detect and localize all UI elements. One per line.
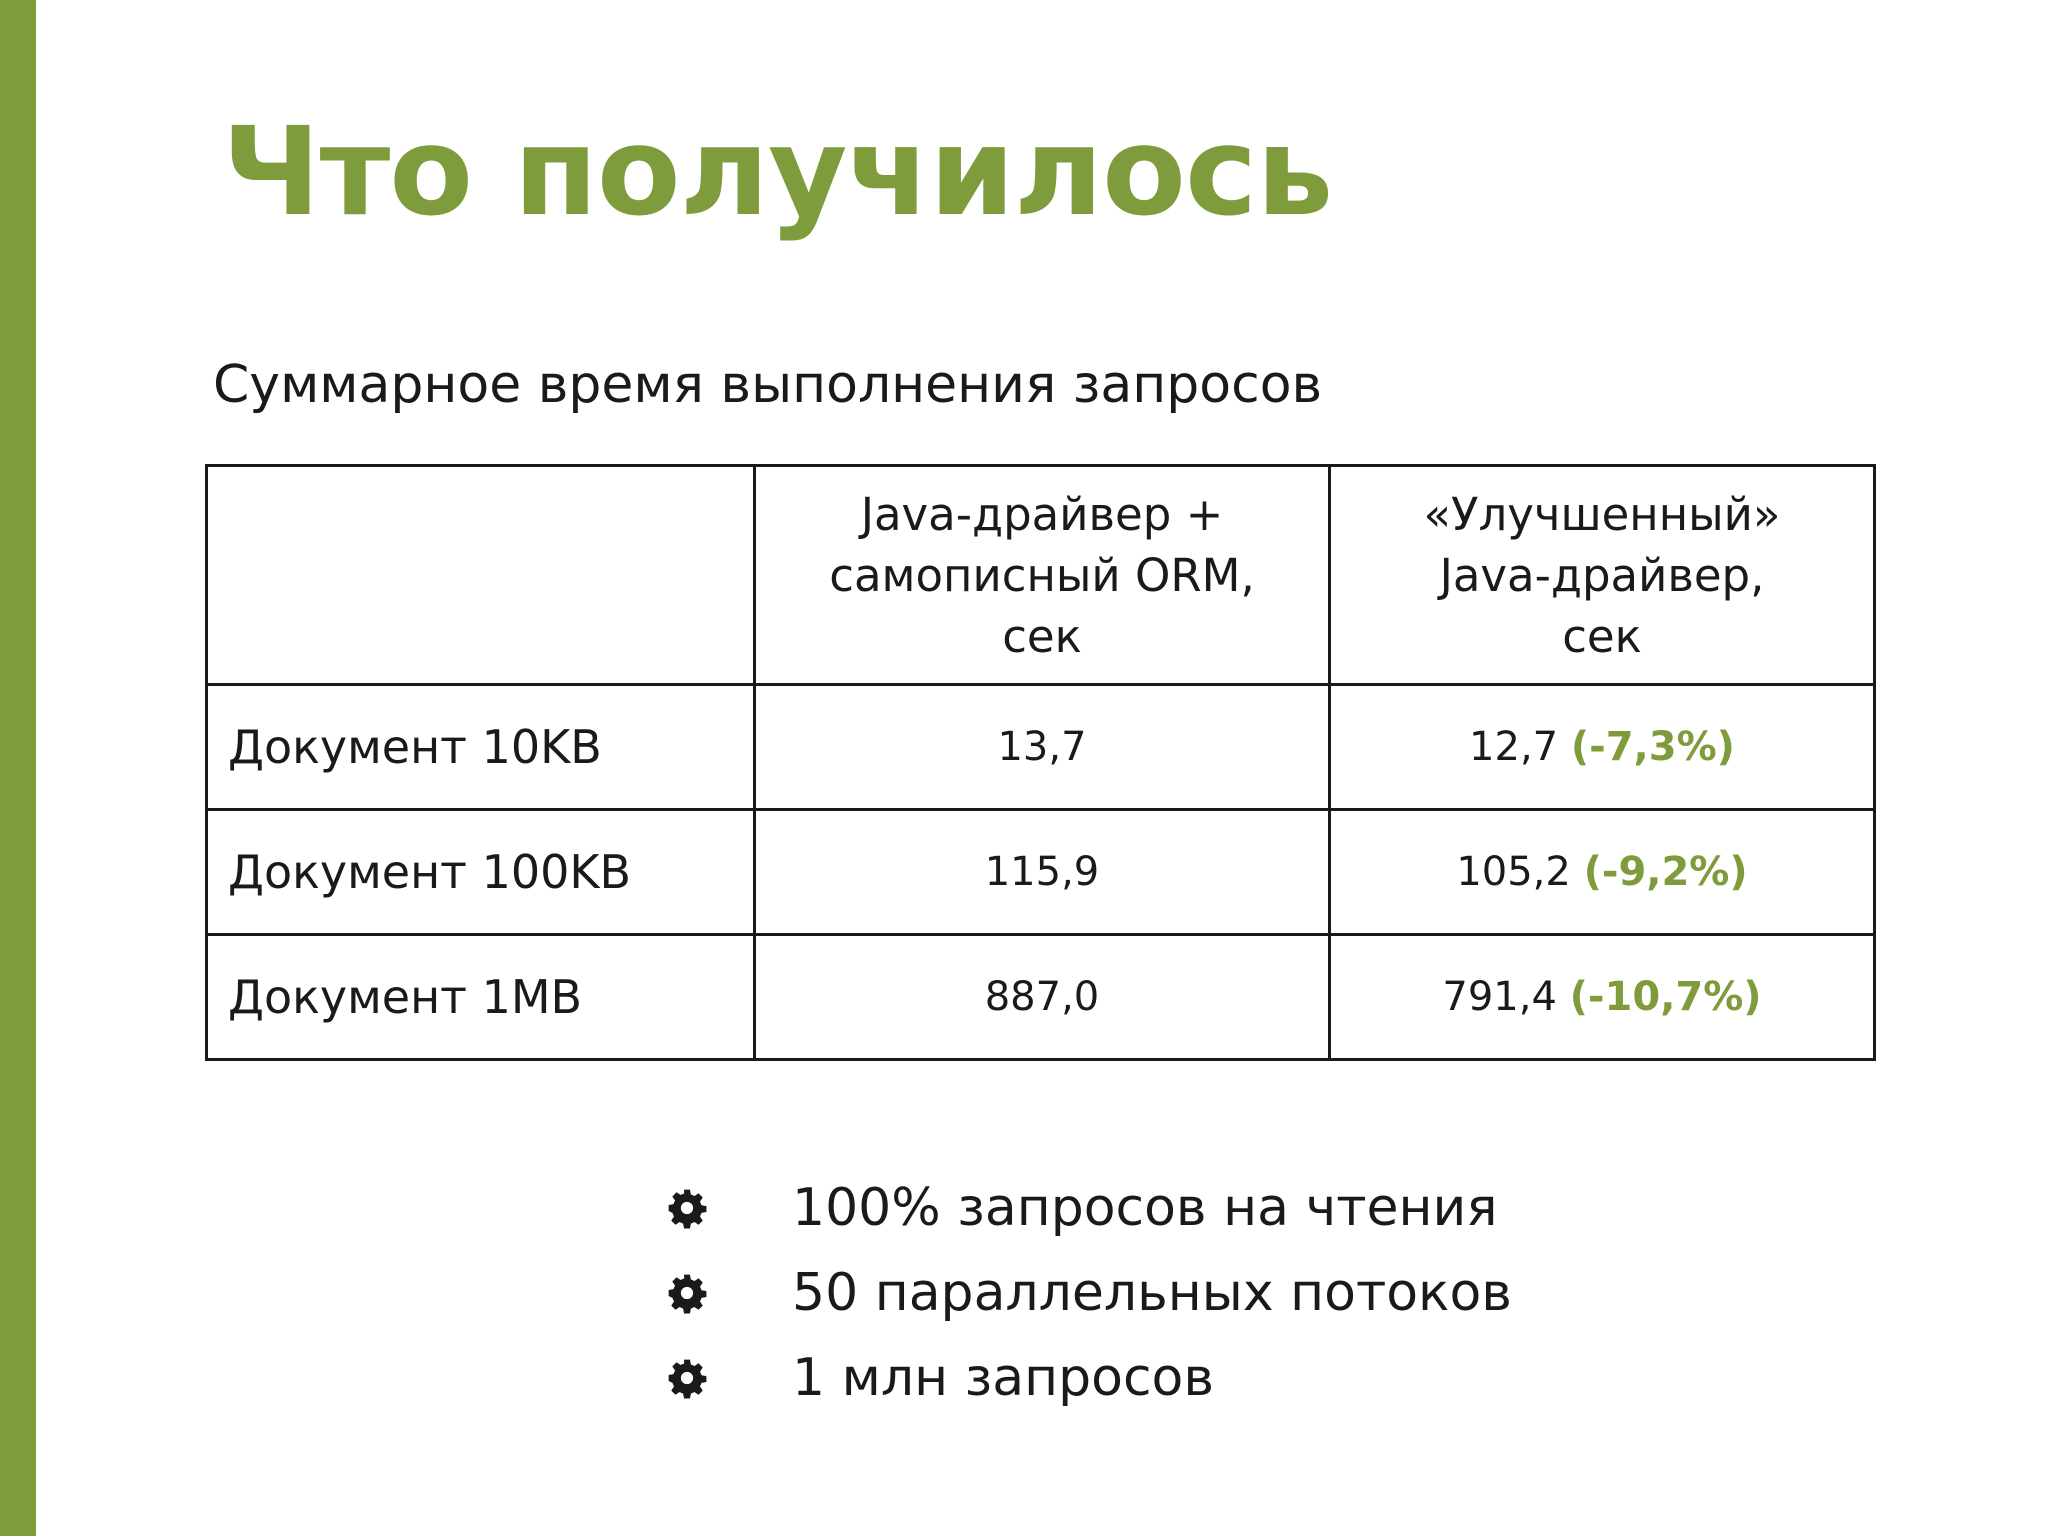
gear-icon <box>668 1189 707 1228</box>
bullet-item: 50 параллельных потоков <box>660 1250 1512 1335</box>
header-cell-empty <box>205 464 756 686</box>
accent-bar <box>0 0 36 1536</box>
table-row: Документ 100KB 115,9 105,2 (-9,2%) <box>205 808 1876 936</box>
delta-percent: (-7,3%) <box>1570 724 1735 770</box>
bullet-text: 1 млн запросов <box>792 1347 1214 1408</box>
improved-time: 12,7 <box>1469 724 1559 770</box>
slide-title: Что получилось <box>222 101 1333 243</box>
row-label: Документ 1MB <box>205 933 756 1061</box>
header-cell-orm: Java-драйвер + самописный ORM, сек <box>753 464 1331 686</box>
header-cell-improved: «Улучшенный» Java-драйвер, сек <box>1328 464 1876 686</box>
bullet-item: 100% запросов на чтения <box>660 1165 1512 1250</box>
improved-time-cell: 791,4 (-10,7%) <box>1328 933 1876 1061</box>
table-row: Документ 1MB 887,0 791,4 (-10,7%) <box>205 933 1876 1061</box>
bullet-list: 100% запросов на чтения 50 параллельных … <box>660 1165 1512 1420</box>
improved-time-cell: 12,7 (-7,3%) <box>1328 683 1876 811</box>
bullet-text: 100% запросов на чтения <box>792 1177 1498 1238</box>
orm-time: 13,7 <box>753 683 1331 811</box>
gear-icon <box>668 1274 707 1313</box>
orm-time: 115,9 <box>753 808 1331 936</box>
results-table: Java-драйвер + самописный ORM, сек «Улуч… <box>205 464 1876 1061</box>
orm-time: 887,0 <box>753 933 1331 1061</box>
improved-time: 105,2 <box>1456 849 1571 895</box>
table-row: Документ 10KB 13,7 12,7 (-7,3%) <box>205 683 1876 811</box>
table-caption: Суммарное время выполнения запросов <box>213 355 1323 415</box>
row-label: Документ 10KB <box>205 683 756 811</box>
bullet-item: 1 млн запросов <box>660 1335 1512 1420</box>
delta-percent: (-9,2%) <box>1583 849 1748 895</box>
bullet-text: 50 параллельных потоков <box>792 1262 1512 1323</box>
improved-time-cell: 105,2 (-9,2%) <box>1328 808 1876 936</box>
gear-icon <box>668 1359 707 1398</box>
delta-percent: (-10,7%) <box>1569 974 1762 1020</box>
table-header-row: Java-драйвер + самописный ORM, сек «Улуч… <box>205 464 1876 686</box>
row-label: Документ 100KB <box>205 808 756 936</box>
improved-time: 791,4 <box>1442 974 1557 1020</box>
